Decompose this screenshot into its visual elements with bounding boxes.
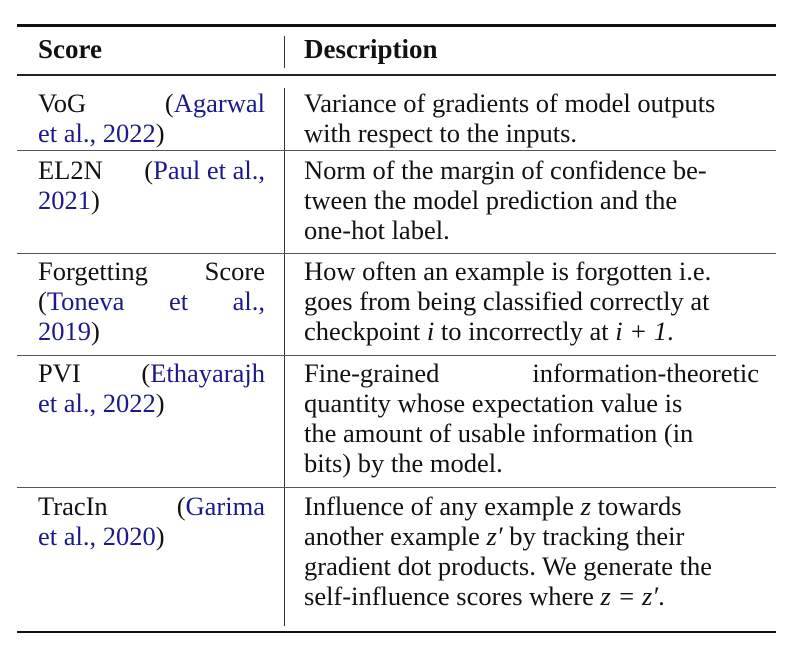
row-pvi-score: PVI (Ethayarajh et al., 2022) xyxy=(38,358,265,418)
score-name: VoG xyxy=(38,88,87,118)
row-el2n-score: EL2N (Paul et al., 2021) xyxy=(38,155,265,215)
row-pvi-description: Fine-grained information-theoretic quanti… xyxy=(304,358,759,478)
row-vog-description: Variance of gradients of model outputs w… xyxy=(304,88,759,148)
description-line: bits) by the model. xyxy=(304,448,503,478)
description-line: quantity whose expectation value is xyxy=(304,388,683,418)
math-var: z′ xyxy=(486,521,503,551)
description-line: with respect to the inputs. xyxy=(304,118,578,148)
column-divider-header xyxy=(284,36,285,68)
score-name: PVI xyxy=(38,358,81,388)
citation-link[interactable]: Garima xyxy=(185,491,265,521)
math-expr: i + 1 xyxy=(615,316,668,346)
header-rule xyxy=(17,74,776,76)
score-name: Forgetting xyxy=(38,256,148,286)
paren: ) xyxy=(155,388,165,418)
column-divider-body xyxy=(284,88,285,626)
citation-link[interactable]: Toneva xyxy=(46,286,125,316)
bottom-rule xyxy=(17,631,776,633)
score-name: EL2N xyxy=(38,155,103,185)
description-line: How often an example is forgotten i.e. xyxy=(304,256,712,286)
description-line: one-hot label. xyxy=(304,215,450,245)
row-tracin-score: TracIn (Garima et al., 2020) xyxy=(38,491,265,551)
description-line: self-influence scores where z = z′. xyxy=(304,581,665,611)
description-line: Norm of the margin of confidence be- xyxy=(304,155,707,185)
header-score: Score xyxy=(38,34,102,64)
citation-link[interactable]: et al., 2020 xyxy=(38,521,156,551)
row-el2n-description: Norm of the margin of confidence be- twe… xyxy=(304,155,759,245)
score-name: TracIn xyxy=(38,491,108,521)
paren: ) xyxy=(91,316,100,346)
citation-link[interactable]: 2021 xyxy=(38,185,91,215)
citation-link[interactable]: 2019 xyxy=(38,316,91,346)
row-separator xyxy=(17,150,776,151)
row-forgetting-score: Forgetting Score (Toneva et al., 2019) xyxy=(38,256,265,346)
description-line: Influence of any example z towards xyxy=(304,491,682,521)
paren: ( xyxy=(164,88,174,118)
header-description: Description xyxy=(304,34,438,64)
row-vog-score: VoG (Agarwal et al., 2022) xyxy=(38,88,265,148)
description-line: the amount of usable information (in xyxy=(304,418,694,448)
citation-link[interactable]: Paul et al., xyxy=(153,155,265,185)
description-line: Variance of gradients of model outputs xyxy=(304,88,716,118)
description-line: tween the model prediction and the xyxy=(304,185,678,215)
paren: ) xyxy=(155,521,165,551)
paren: ( xyxy=(38,286,47,316)
row-forgetting-description: How often an example is forgotten i.e. g… xyxy=(304,256,759,346)
top-rule xyxy=(17,24,776,27)
citation-link[interactable]: al., xyxy=(232,286,265,316)
citation-link[interactable]: et al., 2022 xyxy=(38,388,156,418)
citation-link[interactable]: et xyxy=(168,286,189,316)
description-line: goes from being classified correctly at xyxy=(304,286,710,316)
citation-link[interactable]: Ethayarajh xyxy=(150,358,265,388)
paren: ) xyxy=(155,118,165,148)
description-line: Fine-grained information-theoretic xyxy=(304,358,759,388)
description-line: gradient dot products. We generate the xyxy=(304,551,712,581)
row-separator xyxy=(17,253,776,254)
row-separator xyxy=(17,355,776,356)
score-name: Score xyxy=(204,256,265,286)
citation-link[interactable]: et al., 2022 xyxy=(38,118,156,148)
paren: ( xyxy=(141,358,151,388)
row-separator xyxy=(17,487,776,488)
row-tracin-description: Influence of any example z towards anoth… xyxy=(304,491,759,611)
math-var: z xyxy=(580,491,591,521)
description-line: another example z′ by tracking their xyxy=(304,521,685,551)
paren: ( xyxy=(144,155,154,185)
math-var: i xyxy=(426,316,435,346)
math-expr: z = z′ xyxy=(600,581,659,611)
description-line: checkpoint i to incorrectly at i + 1. xyxy=(304,316,674,346)
paren: ) xyxy=(91,185,100,215)
citation-link[interactable]: Agarwal xyxy=(173,88,265,118)
paren: ( xyxy=(176,491,186,521)
